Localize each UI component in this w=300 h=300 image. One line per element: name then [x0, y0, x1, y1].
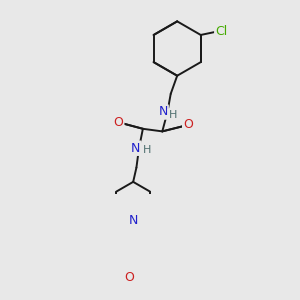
- Text: N: N: [158, 106, 168, 118]
- Text: H: H: [169, 110, 177, 120]
- Text: N: N: [128, 214, 138, 227]
- Text: O: O: [183, 118, 193, 131]
- Text: O: O: [113, 116, 123, 129]
- Text: O: O: [124, 271, 134, 284]
- Text: H: H: [142, 145, 151, 154]
- Text: N: N: [131, 142, 140, 155]
- Text: Cl: Cl: [215, 25, 228, 38]
